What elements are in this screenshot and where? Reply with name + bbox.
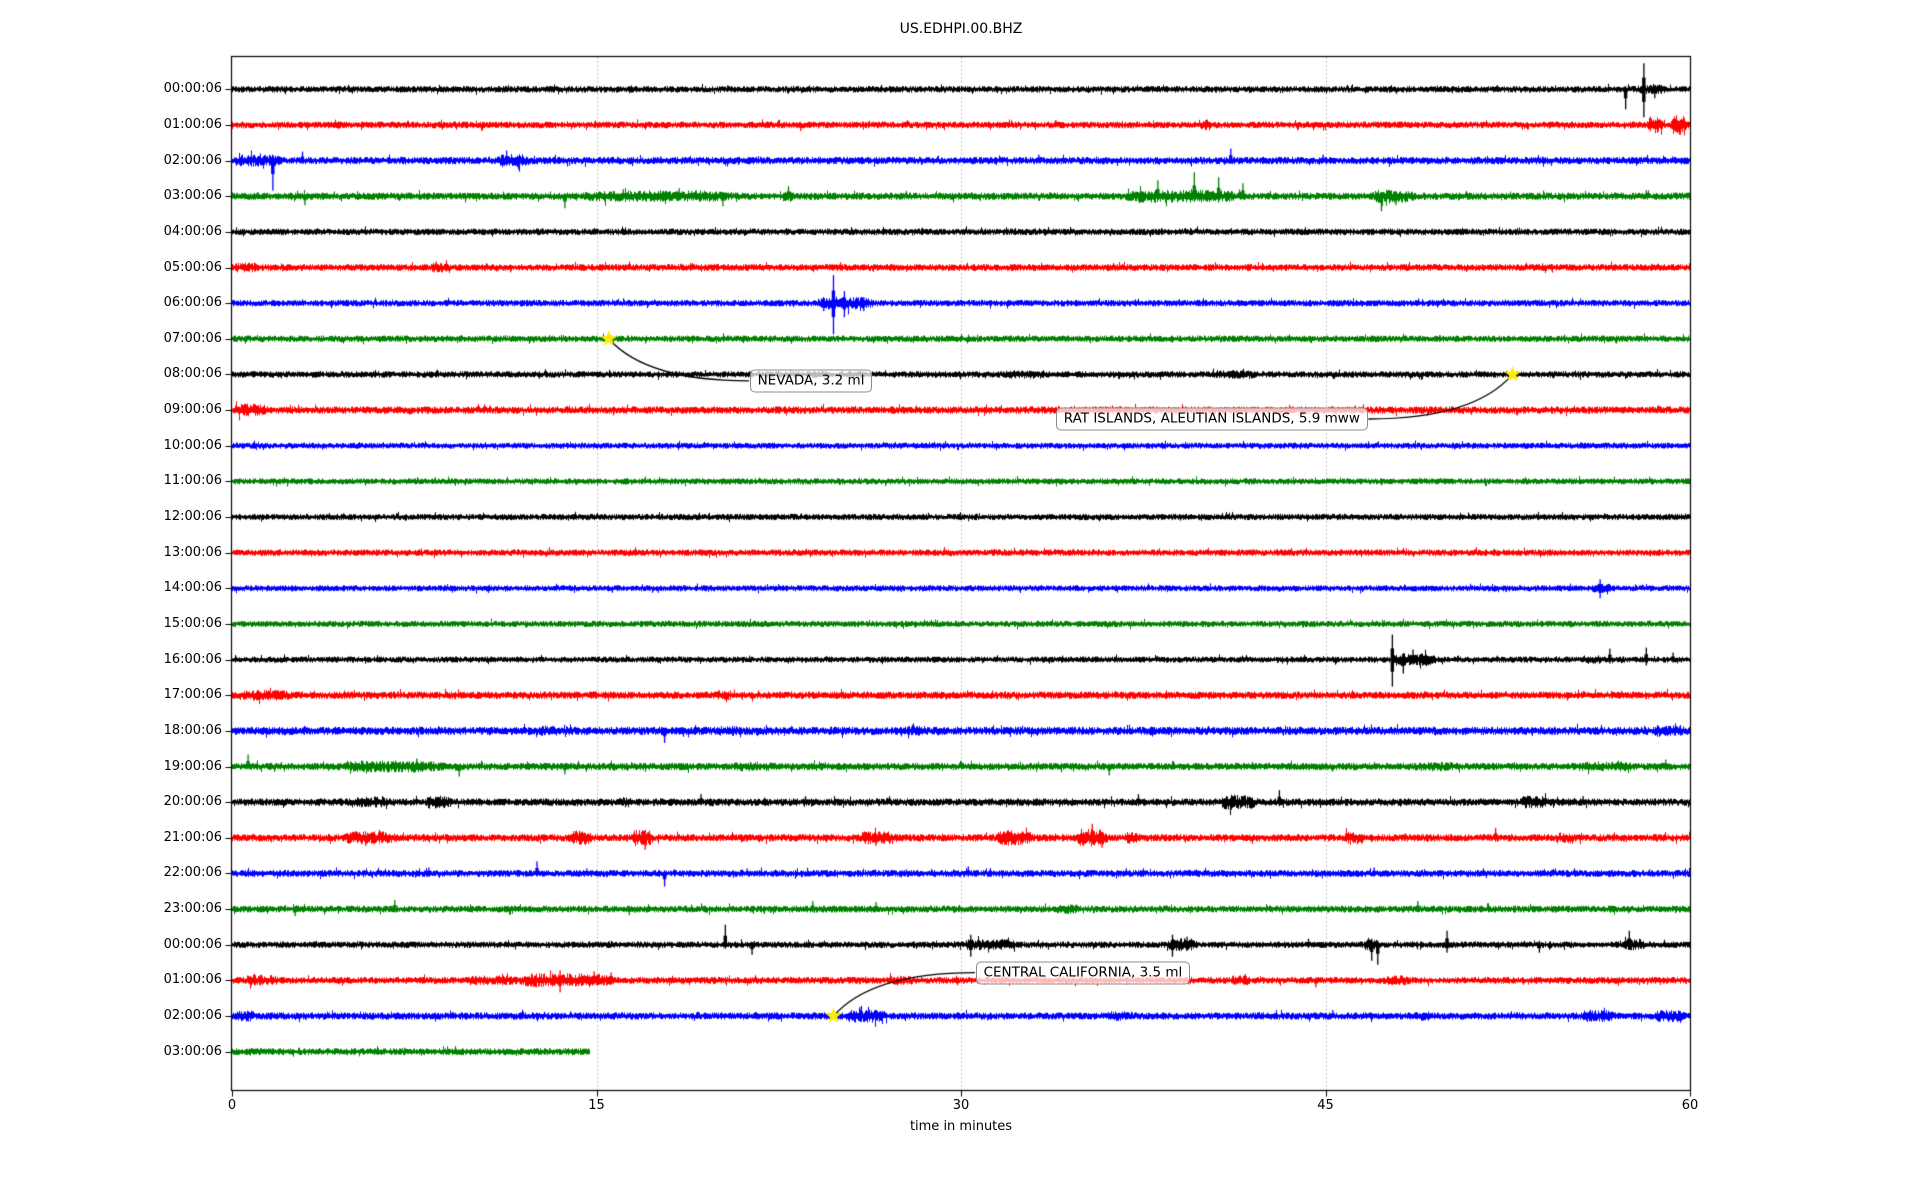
x-axis-tick-label: 60 (1681, 1098, 1699, 1113)
y-axis-label: 02:00:06 (163, 152, 222, 168)
x-axis-title: time in minutes (909, 1119, 1013, 1134)
y-axis-label: 03:00:06 (163, 1043, 222, 1059)
y-axis-label: 03:00:06 (163, 188, 222, 204)
y-axis-label: 01:00:06 (163, 972, 222, 988)
y-axis-label: 17:00:06 (163, 687, 222, 703)
x-axis-tick-label: 0 (227, 1098, 237, 1113)
y-axis-label: 10:00:06 (163, 437, 222, 453)
figure-title: US.EDHPI.00.BHZ (899, 21, 1023, 37)
x-axis-tick-label: 15 (588, 1098, 605, 1113)
y-axis-label: 13:00:06 (163, 544, 222, 560)
y-axis-label: 08:00:06 (163, 366, 222, 382)
y-axis-label: 22:00:06 (163, 865, 222, 881)
y-axis-label: 05:00:06 (163, 259, 222, 275)
y-axis-label: 04:00:06 (163, 223, 222, 239)
y-axis-label: 12:00:06 (163, 509, 222, 525)
y-axis-label: 06:00:06 (163, 295, 222, 311)
annotation-central-california: CENTRAL CALIFORNIA, 3.5 ml (975, 961, 1191, 985)
y-axis-label: 01:00:06 (163, 116, 222, 132)
y-axis-label: 09:00:06 (163, 402, 222, 418)
annotation-nevada: NEVADA, 3.2 ml (749, 369, 873, 393)
y-axis-label: 20:00:06 (163, 794, 222, 810)
y-axis-label: 11:00:06 (163, 473, 222, 489)
annotation-rat-islands-aleutian-islands: RAT ISLANDS, ALEUTIAN ISLANDS, 5.9 mww (1055, 407, 1368, 431)
y-axis-label: 16:00:06 (163, 651, 222, 667)
y-axis-label: 00:00:06 (163, 936, 222, 952)
y-axis-label: 15:00:06 (163, 615, 222, 631)
y-axis-label: 00:00:06 (163, 81, 222, 97)
y-axis-label: 14:00:06 (163, 580, 222, 596)
y-axis-label: 19:00:06 (163, 758, 222, 774)
y-axis-label: 23:00:06 (163, 901, 222, 917)
x-axis-tick-label: 30 (952, 1098, 970, 1113)
y-axis-label: 18:00:06 (163, 722, 222, 738)
y-axis-label: 21:00:06 (163, 829, 222, 845)
x-axis-tick-label: 45 (1317, 1098, 1334, 1113)
y-axis-label: 02:00:06 (163, 1008, 222, 1024)
y-axis-label: 07:00:06 (163, 330, 222, 346)
